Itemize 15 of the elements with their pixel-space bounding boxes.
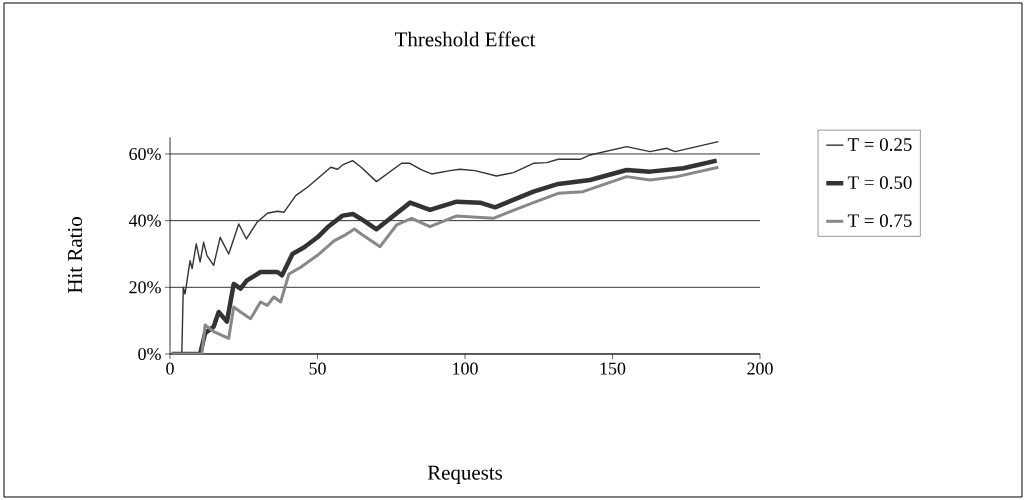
x-tick-label: 50 (309, 362, 326, 375)
y-tick-label: 60% (129, 147, 161, 161)
legend-label: T = 0.25 (847, 138, 912, 151)
x-tick-label: 200 (747, 362, 773, 375)
legend-label: T = 0.50 (847, 176, 912, 190)
y-tick-label: 40% (128, 214, 161, 227)
chart-title: Threshold Effect (394, 31, 536, 47)
x-axis-title: Requests (427, 465, 503, 484)
legend-label: T = 0.75 (847, 214, 912, 228)
x-tick-label: 0 (166, 362, 174, 375)
y-axis-title: Hit Ratio (67, 217, 83, 293)
y-tick-label: 0% (138, 347, 161, 361)
y-tick-label: 20% (129, 281, 161, 294)
x-tick-label: 150 (600, 362, 626, 375)
x-tick-label: 100 (453, 362, 478, 375)
